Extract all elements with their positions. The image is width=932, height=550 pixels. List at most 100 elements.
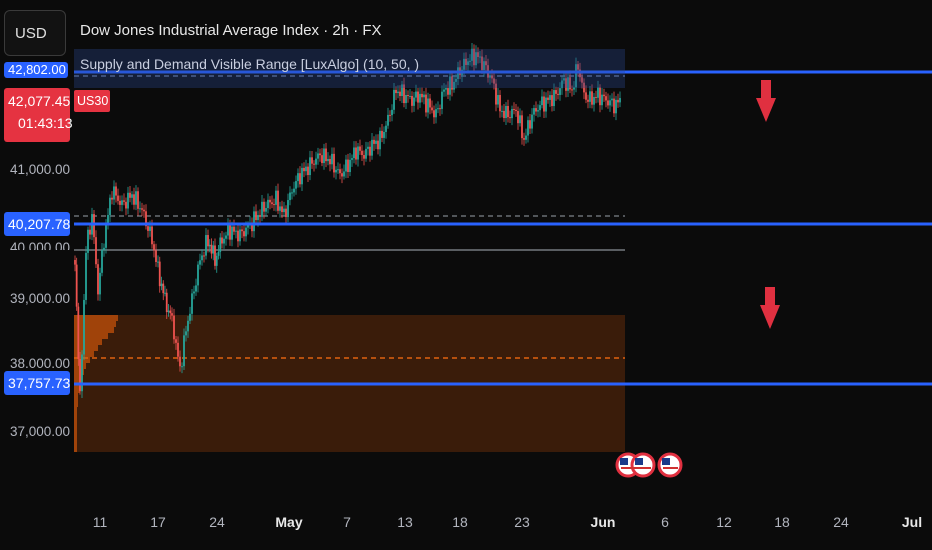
candle-body (257, 215, 259, 221)
candle-body (597, 87, 599, 98)
current-price-tag: 42,077.45 01:43:13 (4, 88, 73, 142)
candle-body (158, 261, 161, 287)
indicator-label: Supply and Demand Visible Range [LuxAlgo… (80, 56, 420, 72)
time-label: 24 (209, 514, 225, 530)
candle-body (489, 75, 491, 78)
candle-body (505, 105, 507, 119)
candle-body (283, 208, 285, 213)
candle-body (305, 166, 307, 172)
candle-body (169, 310, 172, 314)
candle-body (567, 77, 569, 91)
candle-body (233, 226, 235, 232)
candle-body (343, 171, 345, 177)
candle-body (427, 98, 429, 113)
candle-body (395, 89, 397, 94)
candle-body (313, 163, 315, 165)
candle-body (397, 91, 399, 94)
candlesticks (74, 43, 621, 399)
symbol-tag-label: US30 (77, 94, 109, 108)
candle-body (345, 159, 347, 172)
candle-body (208, 244, 211, 247)
candle-body (129, 192, 131, 198)
candle-body (501, 110, 503, 112)
price-label-39000: 39,000.00 (10, 291, 71, 306)
candle-body (515, 109, 517, 112)
candle-body (105, 225, 107, 248)
candle-body (275, 190, 277, 205)
candle-body (77, 306, 80, 359)
candle-body (615, 99, 617, 114)
candle-body (409, 95, 411, 97)
candle-body (511, 108, 513, 119)
candle-body (285, 208, 287, 218)
countdown: 01:43:13 (18, 115, 73, 131)
candle-body (387, 114, 389, 126)
candle-body (223, 238, 225, 244)
candle-body (431, 107, 433, 111)
candle-body (413, 97, 415, 106)
candle-body (351, 158, 353, 160)
candle-body (481, 56, 483, 70)
candle-body (83, 299, 85, 355)
candle-body (371, 139, 373, 156)
candle-body (175, 339, 177, 343)
candle-body (315, 158, 317, 165)
time-label: 11 (92, 514, 108, 530)
candle-body (439, 108, 441, 110)
symbol-tag: US30 (74, 90, 110, 112)
time-label: 6 (661, 514, 669, 530)
currency-selector[interactable]: USD (4, 10, 66, 56)
candle-body (565, 78, 567, 91)
candle-body (214, 245, 216, 266)
candle-body (157, 261, 159, 263)
candle-body (389, 114, 391, 116)
candle-body (279, 206, 281, 211)
candle-body (263, 201, 265, 212)
candle-body (517, 111, 519, 124)
candle-body (577, 64, 579, 70)
candle-body (399, 91, 401, 97)
candle-body (421, 93, 423, 98)
candle-body (205, 235, 207, 256)
candle-body (437, 108, 439, 110)
time-label: Jun (590, 514, 616, 530)
candle-body (323, 148, 325, 164)
candle-body (307, 166, 309, 176)
candle-body (231, 226, 233, 240)
candle-body (203, 255, 205, 257)
candle-body (143, 209, 145, 212)
chart-title[interactable]: Dow Jones Industrial Average Index · 2h … (80, 22, 382, 39)
candle-body (539, 105, 541, 111)
candle-body (289, 192, 291, 201)
candle-body (162, 283, 165, 294)
candle-body (317, 153, 319, 159)
candle-body (519, 115, 521, 124)
candle-body (449, 76, 451, 95)
candle-body (493, 78, 495, 84)
candle-body (335, 169, 337, 173)
candle-body (377, 140, 379, 150)
time-label: 18 (452, 514, 468, 530)
candle-body (527, 120, 529, 136)
candle-body (495, 83, 497, 105)
candle-body (379, 130, 381, 150)
time-label: 7 (343, 514, 351, 530)
candle-body (497, 95, 499, 105)
candle-body (219, 237, 222, 252)
time-label: 18 (774, 514, 790, 530)
indicator-legend[interactable]: Supply and Demand Visible Range [LuxAlgo… (74, 49, 625, 88)
candle-body (451, 76, 453, 90)
candle-body (311, 157, 313, 164)
candle-body (183, 335, 185, 367)
candle-body (117, 195, 119, 201)
us-flag-event-icon[interactable] (615, 452, 683, 478)
candle-body (593, 96, 595, 105)
candle-body (199, 260, 201, 265)
candle-body (581, 77, 583, 83)
candle-body (571, 89, 573, 91)
candle-body (507, 105, 509, 118)
candle-body (309, 157, 311, 176)
candle-body (235, 230, 237, 232)
candle-body (337, 169, 339, 171)
